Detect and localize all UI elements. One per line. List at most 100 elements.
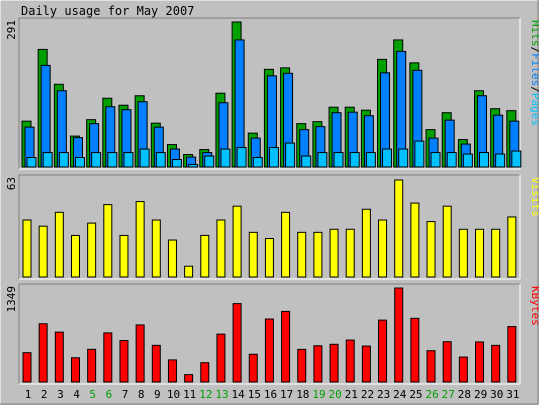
bar-visits-day-18 — [297, 231, 307, 278]
bar-pages-day-3 — [58, 152, 69, 168]
bar-kbytes-day-28 — [458, 356, 468, 383]
bar-visits-day-28 — [458, 228, 468, 278]
bar-pages-day-20 — [333, 152, 344, 168]
chart-title: Daily usage for May 2007 — [21, 4, 194, 18]
legend-files: Files — [529, 53, 539, 86]
panel-3: 1349 KBytes — [5, 283, 539, 385]
legend-separator: / — [529, 86, 539, 93]
x-label-day-30: 30 — [490, 388, 503, 401]
bar-pages-day-14 — [236, 147, 247, 168]
x-label-day-24: 24 — [393, 388, 407, 401]
bar-pages-day-19 — [317, 152, 328, 168]
bar-visits-day-2 — [38, 225, 48, 278]
bar-kbytes-day-25 — [410, 317, 420, 383]
panel-2-legend: Visits — [529, 177, 539, 217]
x-label-day-14: 14 — [232, 388, 246, 401]
bar-kbytes-day-13 — [216, 333, 226, 383]
bar-pages-day-13 — [220, 148, 231, 168]
x-label-day-4: 4 — [73, 388, 80, 401]
x-label-day-12: 12 — [199, 388, 212, 401]
x-label-day-28: 28 — [458, 388, 471, 401]
bar-visits-day-27 — [442, 205, 452, 278]
bar-visits-day-13 — [216, 219, 226, 278]
bar-visits-day-6 — [103, 204, 113, 278]
bar-visits-day-5 — [87, 222, 97, 278]
bar-pages-day-9 — [155, 152, 166, 168]
bar-pages-day-17 — [285, 142, 296, 168]
bar-kbytes-day-27 — [442, 341, 452, 383]
bar-kbytes-day-15 — [248, 353, 258, 383]
bar-visits-day-10 — [167, 239, 177, 278]
bar-kbytes-day-18 — [297, 348, 307, 383]
panel-3-ymax-label: 1349 — [5, 286, 18, 313]
bar-pages-day-8 — [139, 148, 150, 168]
panel-1-ymax-label: 291 — [5, 20, 18, 40]
bar-pages-day-6 — [107, 152, 118, 168]
bar-visits-day-19 — [313, 231, 323, 278]
x-label-day-27: 27 — [442, 388, 455, 401]
bar-visits-day-25 — [410, 202, 420, 278]
bar-kbytes-day-5 — [87, 348, 97, 383]
bar-visits-day-15 — [248, 231, 258, 278]
x-label-day-13: 13 — [215, 388, 228, 401]
bar-pages-day-25 — [414, 140, 425, 168]
bar-pages-day-24 — [398, 148, 409, 168]
x-label-day-2: 2 — [41, 388, 48, 401]
x-label-day-26: 26 — [425, 388, 438, 401]
bar-pages-day-2 — [42, 152, 53, 168]
bar-kbytes-day-8 — [135, 324, 145, 383]
legend-visits: Visits — [529, 177, 539, 217]
bar-visits-day-16 — [264, 238, 274, 278]
bar-kbytes-day-17 — [281, 310, 291, 383]
bar-pages-day-7 — [123, 152, 134, 168]
bar-pages-day-28 — [462, 153, 473, 168]
bar-kbytes-day-19 — [313, 345, 323, 383]
panel-2: 63 Visits — [5, 174, 539, 280]
bar-pages-day-21 — [349, 152, 360, 168]
bar-visits-day-31 — [507, 216, 517, 278]
x-label-day-23: 23 — [377, 388, 390, 401]
legend-hits: Hits — [529, 20, 539, 47]
bar-pages-day-10 — [171, 159, 182, 168]
x-label-day-25: 25 — [409, 388, 422, 401]
x-label-day-17: 17 — [280, 388, 293, 401]
bar-pages-day-1 — [26, 157, 37, 168]
legend-separator: / — [529, 47, 539, 54]
bar-visits-day-3 — [54, 211, 64, 278]
x-label-day-16: 16 — [264, 388, 277, 401]
bar-pages-day-16 — [268, 147, 279, 168]
bar-kbytes-day-6 — [103, 332, 113, 383]
bar-kbytes-day-20 — [329, 343, 339, 383]
x-label-day-5: 5 — [89, 388, 96, 401]
bar-visits-day-7 — [119, 234, 129, 278]
bar-files-day-2 — [40, 64, 51, 168]
x-label-day-11: 11 — [183, 388, 196, 401]
x-label-day-9: 9 — [154, 388, 161, 401]
bar-kbytes-day-12 — [200, 362, 210, 383]
x-label-day-10: 10 — [167, 388, 180, 401]
x-label-day-15: 15 — [248, 388, 261, 401]
legend-kbytes: KBytes — [529, 286, 539, 326]
x-label-day-22: 22 — [361, 388, 374, 401]
bar-kbytes-day-30 — [491, 344, 501, 383]
x-label-day-1: 1 — [25, 388, 32, 401]
bar-pages-day-29 — [479, 152, 490, 168]
bar-kbytes-day-22 — [361, 345, 371, 383]
bar-kbytes-day-14 — [232, 303, 242, 383]
bar-kbytes-day-16 — [264, 318, 274, 383]
bar-visits-day-12 — [200, 234, 210, 278]
bar-pages-day-12 — [204, 155, 215, 168]
x-label-day-7: 7 — [122, 388, 129, 401]
bar-pages-day-23 — [382, 148, 393, 168]
x-label-day-20: 20 — [329, 388, 342, 401]
x-label-day-21: 21 — [345, 388, 358, 401]
bar-kbytes-day-2 — [38, 323, 48, 383]
bar-pages-day-4 — [74, 157, 85, 168]
bar-visits-day-29 — [475, 228, 485, 278]
bar-kbytes-day-1 — [22, 352, 32, 383]
bar-pages-day-31 — [511, 150, 522, 168]
bar-visits-day-8 — [135, 201, 145, 278]
bar-kbytes-day-7 — [119, 340, 129, 383]
